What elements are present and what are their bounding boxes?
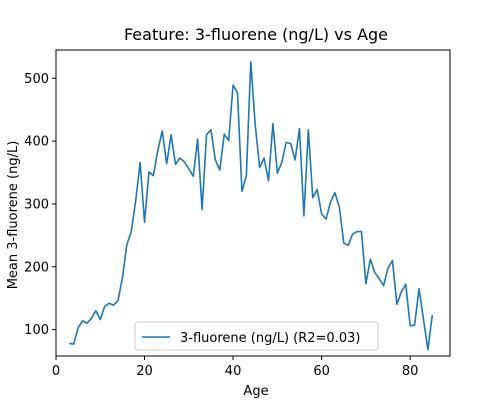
x-axis-title: Age [243, 384, 268, 399]
plot-frame [55, 49, 451, 357]
x-tick-label: 60 [313, 364, 330, 379]
legend: 3-fluorene (ng/L) (R2=0.03) [134, 321, 379, 351]
y-axis: 100 200 300 400 500 [24, 72, 56, 338]
y-axis-title: Mean 3-fluorene (ng/L) [6, 141, 21, 290]
series-line-0 [69, 61, 434, 351]
x-tick-label: 80 [402, 364, 419, 379]
chart-title: Feature: 3-fluorene (ng/L) vs Age [124, 25, 388, 44]
legend-box [134, 321, 379, 351]
x-axis: 0 20 40 60 80 [52, 356, 419, 379]
x-tick-label: 0 [52, 364, 60, 379]
y-tick-label: 200 [24, 260, 49, 275]
y-tick-label: 400 [24, 135, 49, 150]
x-tick-label: 40 [225, 364, 242, 379]
y-tick-label: 300 [24, 197, 49, 212]
legend-label: 3-fluorene (ng/L) (R2=0.03) [180, 331, 360, 346]
y-tick-label: 500 [24, 72, 49, 87]
y-tick-label: 100 [24, 323, 49, 338]
plot-area [69, 61, 434, 351]
x-tick-label: 20 [136, 364, 153, 379]
